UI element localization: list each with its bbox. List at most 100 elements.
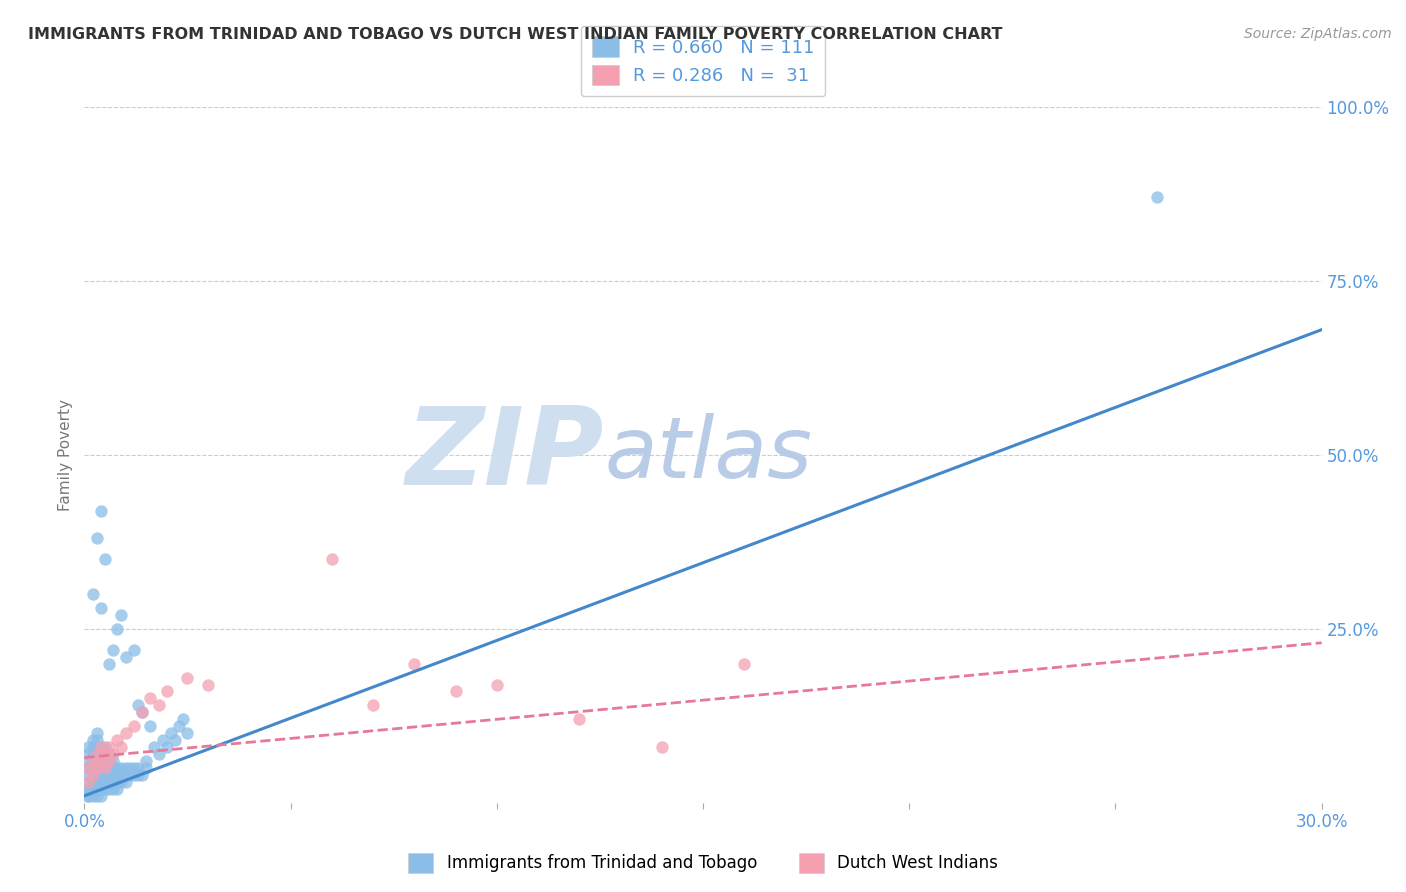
Point [110,761,132,775]
Point [90,503,112,517]
Point [90,761,112,775]
Text: Source: ZipAtlas.com: Source: ZipAtlas.com [1244,27,1392,41]
Point [90,740,112,755]
Point [82,781,104,796]
Legend: Immigrants from Trinidad and Tobago, Dutch West Indians: Immigrants from Trinidad and Tobago, Dut… [402,847,1004,880]
Point [77,747,100,761]
Point [98,657,121,671]
Point [98,781,121,796]
Point [82,768,104,782]
Point [103,642,125,657]
Legend: R = 0.660   N = 111, R = 0.286   N =  31: R = 0.660 N = 111, R = 0.286 N = 31 [581,26,825,96]
Point [77,775,100,789]
Point [103,761,125,775]
Point [131,706,153,720]
Point [94,781,117,796]
Point [98,747,121,761]
Point [86,740,108,755]
Point [90,789,112,803]
Point [733,657,755,671]
Point [77,768,100,782]
Point [172,712,194,726]
Point [98,768,121,782]
Point [77,761,100,775]
Point [98,754,121,768]
Point [444,684,467,698]
Point [94,761,117,775]
Point [135,754,157,768]
Point [103,747,125,761]
Point [82,754,104,768]
Point [1146,190,1168,204]
Point [82,733,104,747]
Point [148,747,170,761]
Point [90,775,112,789]
Point [82,775,104,789]
Point [404,657,426,671]
Point [103,754,125,768]
Point [86,733,108,747]
Point [105,622,128,636]
Point [167,719,190,733]
Point [86,754,108,768]
Point [110,740,132,755]
Point [82,740,104,755]
Point [86,761,108,775]
Point [94,761,117,775]
Point [82,761,104,775]
Point [86,775,108,789]
Point [82,781,104,796]
Point [82,789,104,803]
Point [94,754,117,768]
Point [127,768,149,782]
Point [105,761,128,775]
Point [485,677,508,691]
Point [90,781,112,796]
Point [110,775,132,789]
Point [82,747,104,761]
Point [122,642,145,657]
Point [77,740,100,755]
Point [77,789,100,803]
Point [82,587,104,601]
Y-axis label: Family Poverty: Family Poverty [58,399,73,511]
Point [90,754,112,768]
Point [86,747,108,761]
Point [114,649,136,664]
Point [148,698,170,713]
Point [114,761,136,775]
Point [90,747,112,761]
Point [94,747,117,761]
Point [90,601,112,615]
Point [94,552,117,566]
Point [110,768,132,782]
Text: IMMIGRANTS FROM TRINIDAD AND TOBAGO VS DUTCH WEST INDIAN FAMILY POVERTY CORRELAT: IMMIGRANTS FROM TRINIDAD AND TOBAGO VS D… [28,27,1002,42]
Point [165,733,187,747]
Point [143,740,166,755]
Point [139,719,162,733]
Point [86,726,108,740]
Text: atlas: atlas [605,413,813,497]
Text: ZIP: ZIP [406,402,605,508]
Point [77,754,100,768]
Point [156,684,179,698]
Point [86,761,108,775]
Point [94,775,117,789]
Point [77,761,100,775]
Point [122,761,145,775]
Point [77,775,100,789]
Point [651,740,673,755]
Point [94,768,117,782]
Point [197,677,219,691]
Point [135,761,157,775]
Point [139,691,162,706]
Point [82,768,104,782]
Point [568,712,591,726]
Point [105,768,128,782]
Point [176,671,198,685]
Point [321,552,343,566]
Point [103,768,125,782]
Point [105,781,128,796]
Point [103,781,125,796]
Point [90,740,112,755]
